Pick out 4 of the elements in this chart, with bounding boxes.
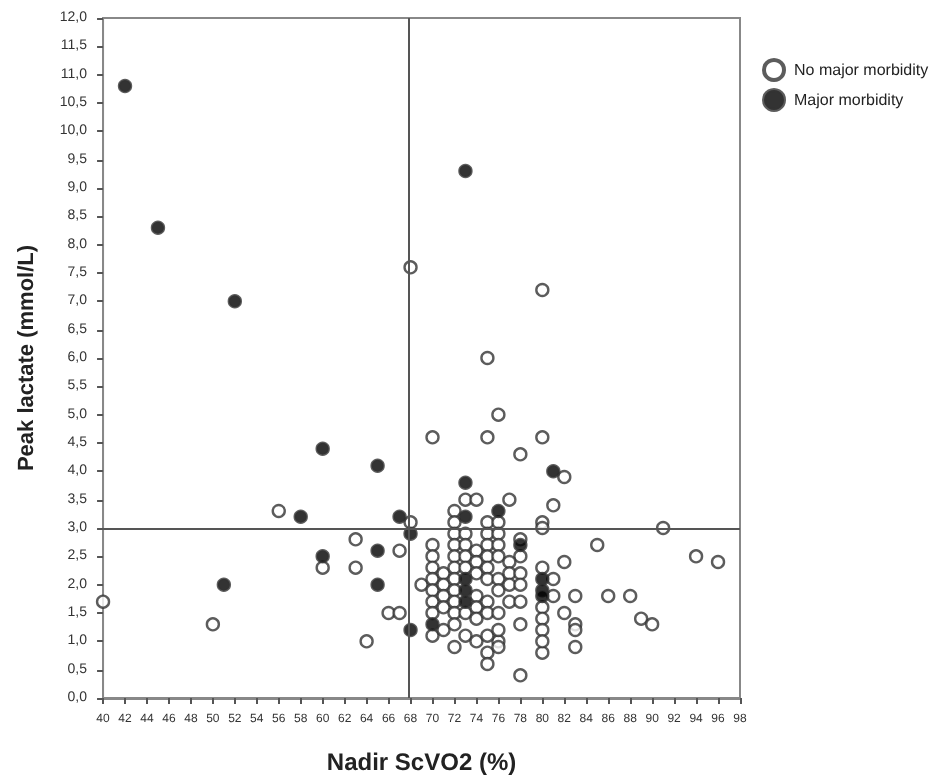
legend-label: Major morbidity (794, 91, 904, 109)
x-axis-title: Nadir ScVO2 (%) (326, 748, 517, 776)
y-axis-title: Peak lactate (mmol/L) (15, 244, 39, 472)
legend-label: No major morbidity (794, 61, 929, 79)
